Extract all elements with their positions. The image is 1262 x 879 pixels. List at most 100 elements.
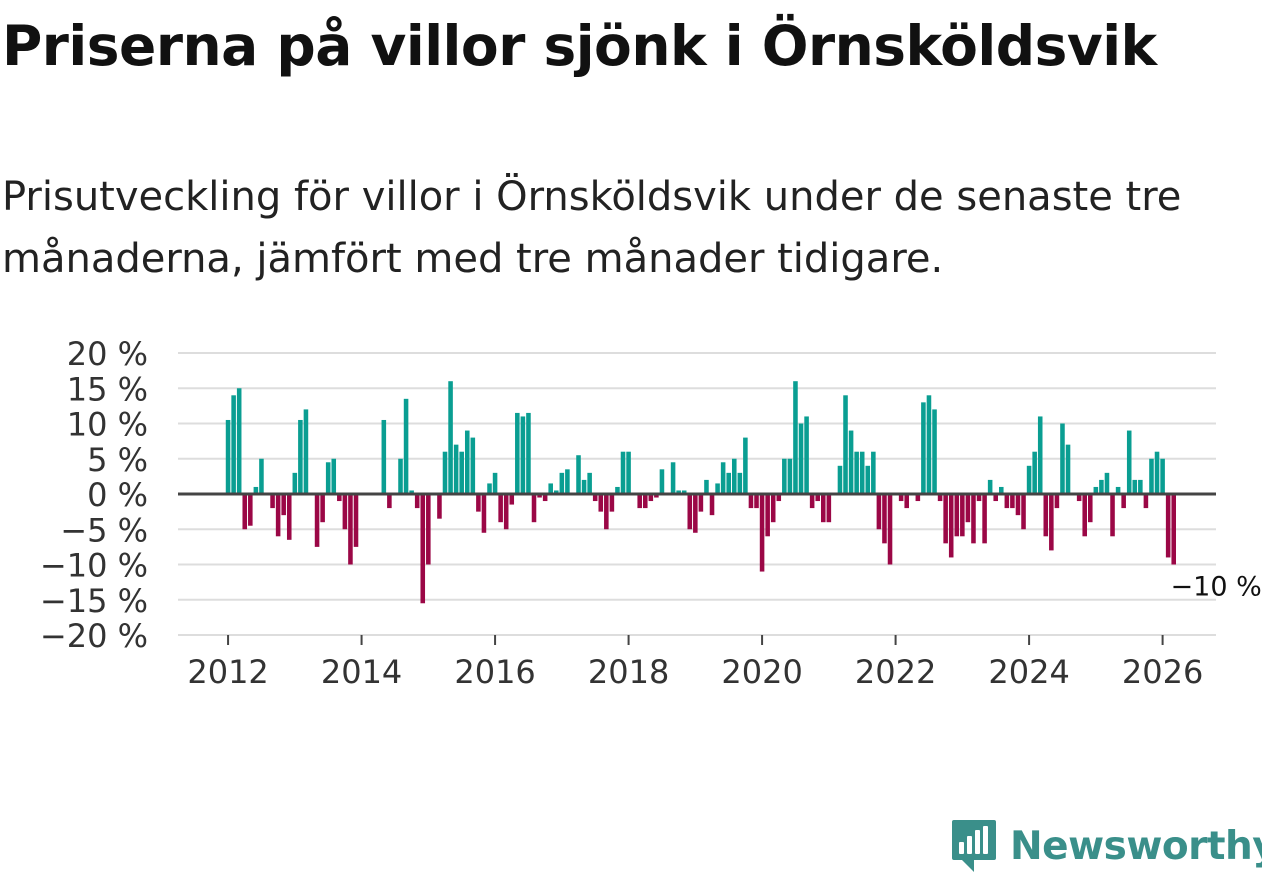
bar-positive — [576, 455, 581, 494]
bar-positive — [1160, 458, 1165, 494]
bar-negative — [815, 494, 820, 502]
bar-negative — [754, 494, 759, 509]
bar-negative — [281, 494, 286, 516]
bar-negative — [342, 494, 348, 530]
bar-negative — [882, 494, 887, 544]
bar-negative — [1082, 494, 1087, 537]
y-tick-label: 5 % — [87, 441, 148, 479]
bar-negative — [876, 494, 882, 530]
bar-negative — [1088, 494, 1093, 523]
bar-positive — [676, 490, 681, 494]
bar-positive — [526, 412, 531, 494]
bar-negative — [993, 494, 998, 502]
chart-subtitle: Prisutveckling för villor i Örnsköldsvik… — [2, 174, 1182, 282]
bar-negative — [476, 494, 481, 512]
bar-negative — [531, 494, 537, 523]
bar-negative — [915, 494, 921, 502]
bar-positive — [848, 430, 854, 494]
bar-negative — [1171, 494, 1176, 565]
bar-positive — [565, 469, 570, 494]
bar-positive — [704, 479, 709, 494]
bar-positive — [1138, 479, 1143, 494]
bar-positive — [1093, 486, 1099, 494]
bar-positive — [487, 483, 492, 494]
bar-positive — [492, 472, 498, 494]
bar-positive — [231, 395, 236, 494]
bar-negative — [904, 494, 909, 509]
y-tick-label: −5 % — [60, 511, 148, 549]
bar-negative — [698, 494, 704, 512]
bar-positive — [737, 472, 743, 494]
bar-negative — [748, 494, 754, 509]
bar-negative — [948, 494, 954, 558]
bar-positive — [921, 402, 926, 494]
bar-positive — [325, 462, 331, 494]
bar-negative — [537, 494, 542, 498]
brand-logo: Newsworthy — [950, 818, 1262, 874]
bar-negative — [592, 494, 598, 502]
bar-negative — [642, 494, 648, 509]
bar-positive — [236, 388, 242, 494]
bar-positive — [1115, 486, 1121, 494]
bar-negative — [693, 494, 698, 533]
bar-negative — [1121, 494, 1126, 509]
bar-negative — [1110, 494, 1115, 537]
bar-positive — [259, 458, 264, 494]
bar-positive — [865, 465, 871, 494]
bar-negative — [687, 494, 693, 530]
bar-positive — [559, 472, 565, 494]
bar-positive — [464, 430, 470, 494]
y-tick-label: 20 % — [67, 335, 148, 373]
bar-positive — [1099, 479, 1104, 494]
bar-positive — [720, 462, 726, 494]
chart-title: Priserna på villor sjönk i Örnsköldsvik — [2, 14, 1157, 78]
bar-negative — [982, 494, 987, 544]
bar-negative — [286, 494, 292, 540]
y-tick-label: 15 % — [67, 370, 148, 408]
bar-negative — [1021, 494, 1026, 530]
bar-positive — [999, 486, 1004, 494]
x-tick-label: 2014 — [321, 653, 402, 691]
bar-negative — [1043, 494, 1049, 537]
bar-negative — [960, 494, 965, 537]
bar-positive — [292, 472, 298, 494]
bar-negative — [820, 494, 826, 523]
bar-positive — [1149, 458, 1154, 494]
bar-positive — [303, 409, 309, 494]
bar-negative — [765, 494, 770, 537]
y-axis-labels: 20 %15 %10 %5 %0 %−5 %−10 %−15 %−20 % — [40, 335, 148, 655]
bar-positive — [253, 486, 259, 494]
y-tick-label: −20 % — [40, 617, 148, 655]
bar-negative — [604, 494, 609, 530]
y-tick-label: 10 % — [67, 406, 148, 444]
bar-positive — [1126, 430, 1132, 494]
bar-negative — [943, 494, 948, 544]
bar-positive — [793, 381, 798, 494]
brand-name: Newsworthy — [1010, 823, 1262, 869]
bar-negative — [809, 494, 815, 509]
bar-negative — [971, 494, 976, 544]
bar-positive — [403, 398, 409, 494]
bar-positive — [1104, 472, 1110, 494]
bar-negative — [609, 494, 615, 512]
bar-positive — [620, 451, 626, 494]
bar-positive — [932, 409, 937, 494]
bar-negative — [314, 494, 320, 547]
bar-negative — [1165, 494, 1171, 558]
x-tick-label: 2012 — [187, 653, 268, 691]
bar-negative — [976, 494, 982, 502]
bar-positive — [1032, 451, 1037, 494]
bar-chart: 20 %15 %10 %5 %0 %−5 %−10 %−15 %−20 % 20… — [40, 335, 1262, 691]
bar-positive — [743, 437, 748, 494]
bar-positive — [448, 381, 453, 494]
bar-negative — [481, 494, 487, 533]
x-tick-label: 2018 — [588, 653, 669, 691]
x-tick-label: 2024 — [988, 653, 1069, 691]
bar-positive — [587, 472, 592, 494]
bar-positive — [459, 451, 464, 494]
bar-negative — [1049, 494, 1054, 551]
bar-positive — [548, 483, 553, 494]
bar-negative — [770, 494, 776, 523]
bar-negative — [242, 494, 248, 530]
bar-negative — [337, 494, 342, 502]
